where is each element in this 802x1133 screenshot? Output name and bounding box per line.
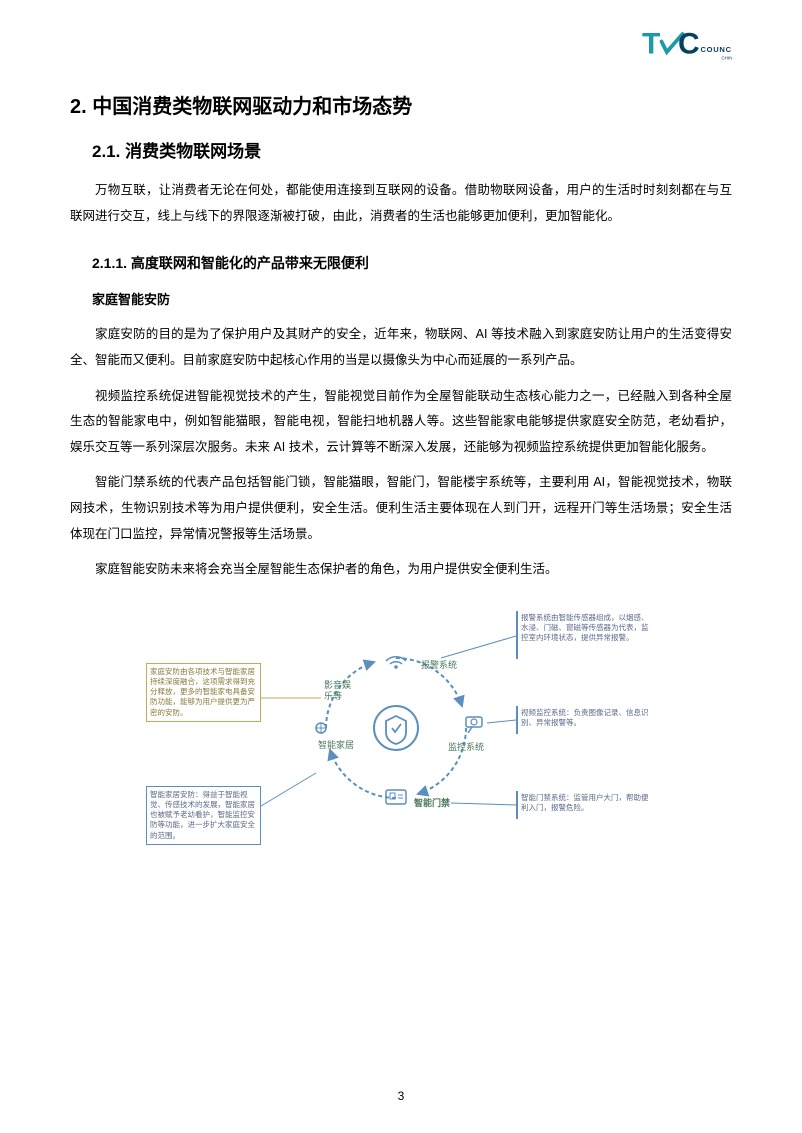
node-monitor: 监控系统 — [448, 741, 484, 752]
security-diagram: 家庭安防由各项技术与智能家居持续深度融合，这项需求得到充分释放，更多的智能家电具… — [70, 608, 732, 858]
heading-4: 家庭智能安防 — [92, 289, 732, 308]
node-smarthome: 智能家居 — [318, 739, 354, 750]
heading-2: 2.1. 消费类物联网场景 — [92, 137, 732, 162]
note-top: 报警系统由智能传感器组成，以烟感、水浸、门磁、窗磁等传感器为代表，监控室内环境状… — [521, 613, 651, 643]
svg-text:C: C — [678, 28, 700, 61]
note-right: 视频监控系统：负责图像记录、信息识别、异常报警等。 — [521, 708, 651, 728]
logo: T C COUNCIL CHINA — [642, 28, 732, 70]
paragraph-2: 家庭安防的目的是为了保护用户及其财产的安全，近年来，物联网、AI 等技术融入到家… — [70, 322, 732, 373]
note-bottomright: 智能门禁系统：监管用户大门，帮助便利入门，报警危险。 — [521, 793, 651, 813]
note-left-blue: 智能家居安防：得益于智能视觉、传感技术的发展，智能家居也被赋予老幼看护，智能监控… — [146, 786, 261, 845]
heading-3: 2.1.1. 高度联网和智能化的产品带来无限便利 — [92, 253, 732, 273]
paragraph-intro: 万物互联，让消费者无论在何处，都能使用连接到互联网的设备。借助物联网设备，用户的… — [70, 178, 732, 229]
paragraph-5: 家庭智能安防未来将会充当全屋智能生态保护者的角色，为用户提供安全便利生活。 — [70, 557, 732, 583]
svg-text:CHINA: CHINA — [722, 56, 733, 61]
page-number: 3 — [398, 1089, 405, 1103]
node-entertainment: 影音娱 乐等 — [324, 679, 353, 701]
note-yellow: 家庭安防由各项技术与智能家居持续深度融合，这项需求得到充分释放，更多的智能家电具… — [146, 663, 261, 722]
svg-text:COUNCIL: COUNCIL — [701, 45, 733, 54]
heading-1: 2. 中国消费类物联网驱动力和市场态势 — [70, 90, 732, 119]
paragraph-4: 智能门禁系统的代表产品包括智能门锁，智能猫眼，智能门，智能楼宇系统等，主要利用 … — [70, 470, 732, 547]
node-alarm: 报警系统 — [421, 659, 457, 670]
document-content: 2. 中国消费类物联网驱动力和市场态势 2.1. 消费类物联网场景 万物互联，让… — [70, 90, 732, 858]
svg-text:T: T — [642, 28, 660, 61]
node-access: 智能门禁 — [414, 797, 450, 808]
paragraph-3: 视频监控系统促进智能视觉技术的产生，智能视觉目前作为全屋智能联动生态核心能力之一… — [70, 384, 732, 461]
